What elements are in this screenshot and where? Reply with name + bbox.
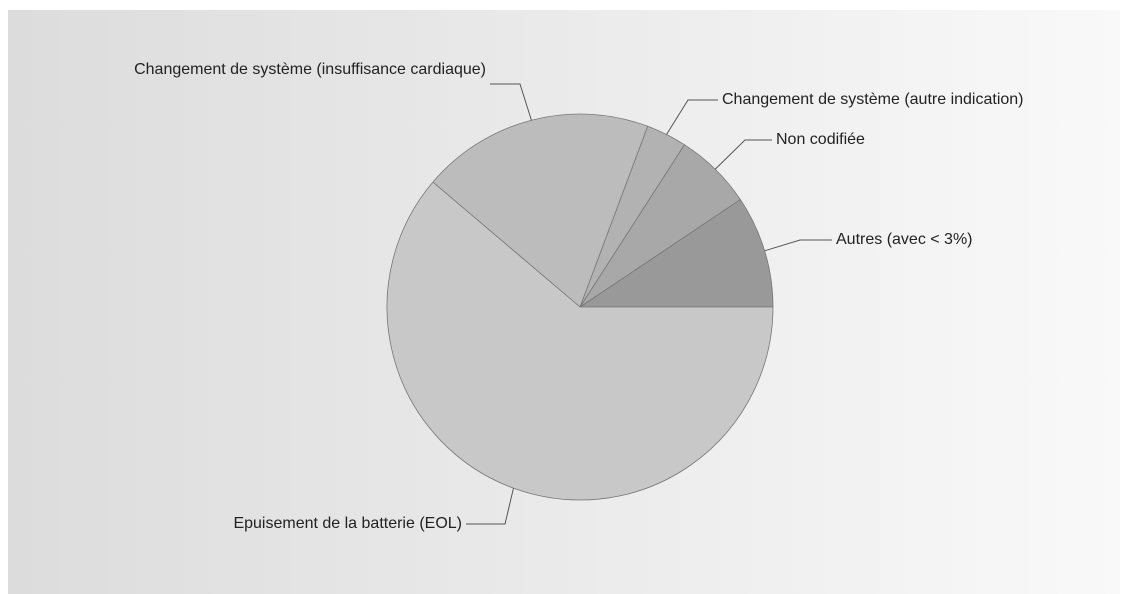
leader-line [466, 488, 514, 525]
leader-line [490, 83, 532, 121]
slice-label: Epuisement de la batterie (EOL) [233, 515, 462, 532]
leader-line [714, 139, 772, 170]
slice-label: Autres (avec < 3%) [836, 231, 973, 248]
slice-label: Changement de système (insuffisance card… [134, 61, 486, 78]
slice-label: Changement de système (autre indication) [722, 91, 1024, 108]
pie-slice [432, 113, 649, 308]
leader-line [666, 99, 718, 135]
leader-line [764, 239, 832, 252]
pie-slice [386, 181, 774, 501]
slice-label: Non codifiée [776, 131, 865, 148]
